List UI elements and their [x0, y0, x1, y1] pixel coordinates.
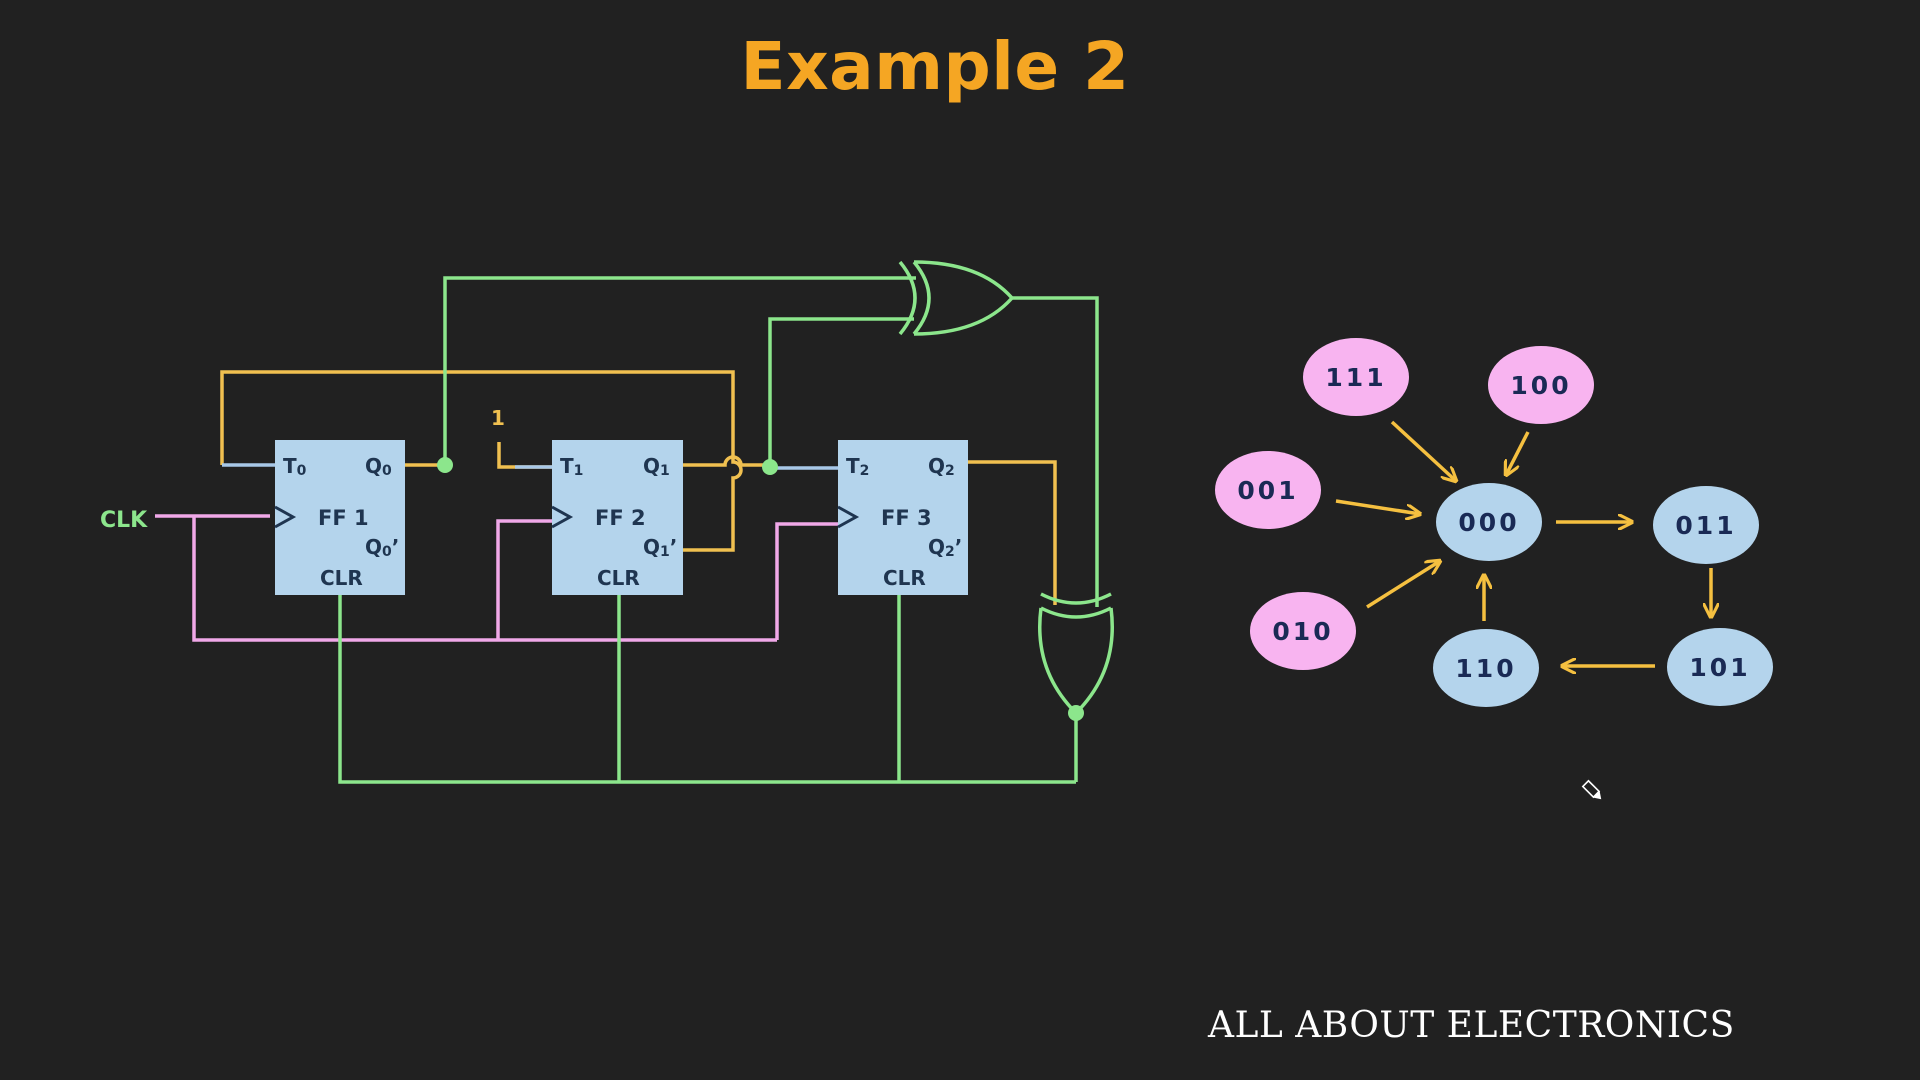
wires-t-inputs — [222, 463, 838, 470]
wire-q1-out — [683, 455, 770, 467]
junction-dot — [437, 457, 453, 473]
t-input-label: T1 — [560, 454, 583, 479]
state-label: 011 — [1675, 511, 1736, 540]
state-ellipse — [1667, 628, 1773, 706]
transition-arrow-001-to-000 — [1335, 499, 1420, 514]
state-ellipse — [1303, 338, 1409, 416]
wire-q0-to-xor — [443, 276, 916, 465]
clock-input-icon — [837, 505, 860, 529]
clock-input-icon — [551, 505, 574, 529]
wire-xor-out — [1012, 296, 1099, 607]
state-label: 010 — [1272, 617, 1333, 646]
state-label: 000 — [1458, 508, 1519, 537]
xor-gate — [898, 260, 1015, 336]
state-101: 101 — [1667, 628, 1773, 706]
state-nodes: 000 011 101 110 111 100 001 010 — [1215, 338, 1773, 707]
wire-clr-bus — [338, 595, 1076, 784]
state-111: 111 — [1303, 338, 1409, 416]
channel-watermark: ALL ABOUT ELECTRONICS — [1208, 1005, 1735, 1046]
xnor-gate — [1038, 592, 1114, 716]
flip-flop-body — [552, 440, 683, 595]
state-ellipse — [1433, 629, 1539, 707]
clr-label: CLR — [597, 566, 640, 590]
junction-dot — [762, 459, 778, 475]
q-output-label: Q2 — [928, 454, 955, 479]
q-output-label: Q0 — [365, 454, 392, 479]
flip-flop-body — [838, 440, 968, 595]
circuit — [155, 260, 1114, 784]
state-label: 110 — [1455, 654, 1516, 683]
q-bar-output-label: Q0’ — [365, 535, 399, 560]
flip-flops: T0 Q0 Q0’ FF 1 CLR T1 Q1 Q1’ FF 2 CLR T2 Q2 Q2’ FF 3 C… — [274, 440, 968, 595]
junction-dot — [1068, 705, 1084, 721]
q-bar-output-label: Q2’ — [928, 535, 962, 560]
state-ellipse — [1250, 592, 1356, 670]
state-label: 001 — [1237, 476, 1298, 505]
state-label: 101 — [1689, 653, 1750, 682]
wire-t1-const — [497, 442, 552, 469]
state-011: 011 — [1653, 486, 1759, 564]
wire-q2-out — [968, 460, 1057, 605]
q-bar-output-label: Q1’ — [643, 535, 677, 560]
flip-flop-2: T1 Q1 Q1’ FF 2 CLR — [551, 440, 683, 595]
clock-input-icon — [274, 505, 297, 529]
flip-flop-3: T2 Q2 Q2’ FF 3 CLR — [837, 440, 968, 595]
state-100: 100 — [1488, 346, 1594, 424]
t-input-label: T0 — [283, 454, 307, 479]
state-ellipse — [1436, 483, 1542, 561]
state-ellipse — [1215, 451, 1321, 529]
state-ellipse — [1488, 346, 1594, 424]
clk-label: CLK — [100, 508, 148, 533]
wire-ff1-t0-loop — [220, 370, 743, 552]
flip-flop-name: FF 1 — [318, 506, 369, 530]
wire-clk-ff3 — [775, 522, 838, 640]
wires-clock — [155, 514, 838, 642]
slide-title: Example 2 — [740, 28, 1130, 105]
flip-flop-name: FF 3 — [881, 506, 932, 530]
transition-arrow-100-to-000 — [1506, 431, 1530, 475]
constant-one-label: 1 — [491, 406, 505, 430]
wires-green — [338, 276, 1099, 784]
transition-arrow-010-to-000 — [1366, 561, 1440, 609]
state-transitions — [1335, 420, 1711, 666]
q-output-label: Q1 — [643, 454, 670, 479]
state-110: 110 — [1433, 629, 1539, 707]
wire-q1-to-xor — [768, 317, 914, 465]
transition-arrow-111-to-000 — [1390, 420, 1456, 481]
state-001: 001 — [1215, 451, 1321, 529]
state-label: 100 — [1510, 371, 1571, 400]
t-input-label: T2 — [846, 454, 869, 479]
clr-label: CLR — [883, 566, 926, 590]
clr-label: CLR — [320, 566, 363, 590]
state-label: 111 — [1325, 363, 1386, 392]
wire-clk-bus — [192, 516, 777, 642]
flip-flop-1: T0 Q0 Q0’ FF 1 CLR — [274, 440, 405, 595]
wire-clk-ff2 — [496, 519, 552, 640]
pencil-cursor-icon — [1581, 779, 1602, 800]
wires-orange — [220, 370, 1057, 605]
state-010: 010 — [1250, 592, 1356, 670]
flip-flop-body — [275, 440, 405, 595]
state-000: 000 — [1436, 483, 1542, 561]
state-ellipse — [1653, 486, 1759, 564]
flip-flop-name: FF 2 — [595, 506, 646, 530]
